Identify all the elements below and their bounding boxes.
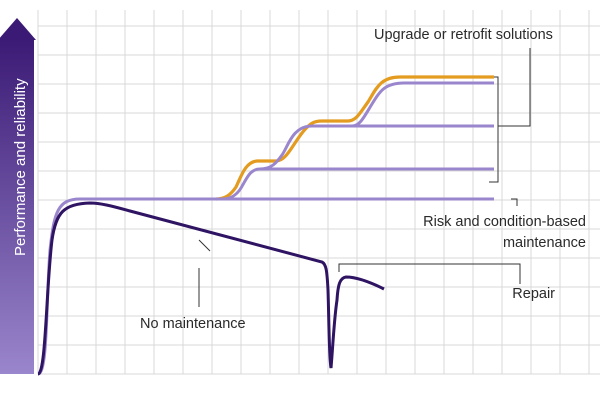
upgrade-step-1 xyxy=(221,167,494,201)
y-axis-label: Performance and reliability xyxy=(12,78,29,256)
background-grid xyxy=(37,10,600,375)
no-maintenance-label: No maintenance xyxy=(140,316,246,332)
upgrade-solutions-label: Upgrade or retrofit solutions xyxy=(374,27,553,43)
y-axis-bar xyxy=(0,38,34,374)
upgrade-curve xyxy=(215,75,494,201)
leader-lines xyxy=(198,48,531,307)
risk-leader xyxy=(511,198,518,206)
upgrade-step-3 xyxy=(312,81,494,128)
y-axis: Performance and reliability xyxy=(0,18,36,374)
no-maintenance-leader-top xyxy=(198,239,211,252)
upgrade-leader xyxy=(498,48,531,127)
arrow-up-icon xyxy=(0,18,36,40)
risk-maintenance-label-line2: maintenance xyxy=(502,235,586,251)
upgrade-step-2 xyxy=(259,124,494,171)
no-maintenance-curve xyxy=(36,201,385,376)
repair-label: Repair xyxy=(512,286,555,302)
upgrade-bracket xyxy=(489,76,499,183)
repair-leader xyxy=(338,263,521,284)
risk-maintenance-label-line1: Risk and condition-based xyxy=(423,214,586,230)
